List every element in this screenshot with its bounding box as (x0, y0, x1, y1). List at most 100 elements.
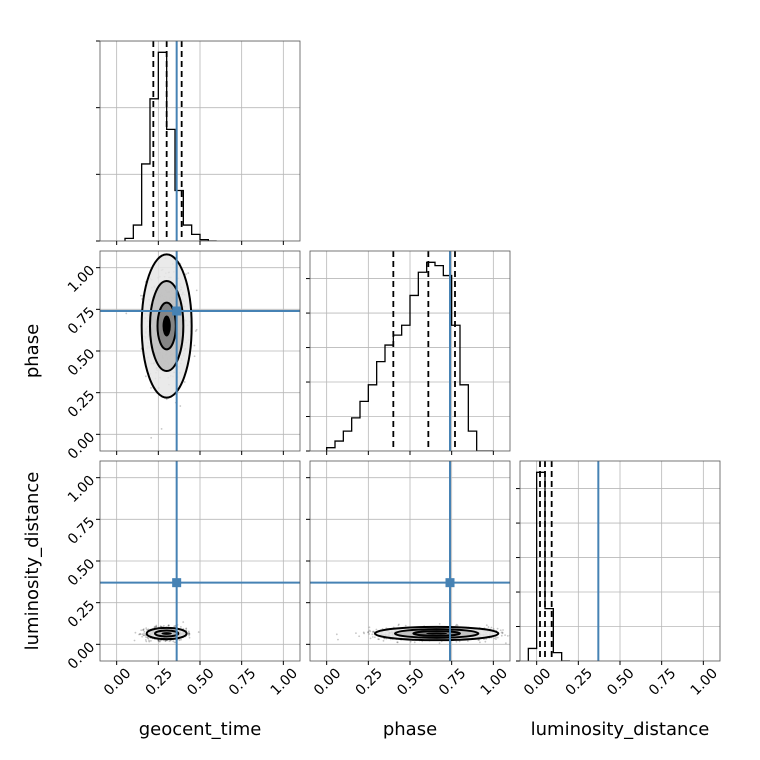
histogram-geocent_time (124, 51, 217, 241)
sample-point (140, 294, 142, 297)
sample-point (147, 628, 150, 631)
sample-point (159, 625, 162, 628)
y-axis-label-luminosity_distance: luminosity_distance (22, 472, 43, 651)
sample-point (378, 638, 381, 641)
sample-point (155, 625, 158, 628)
sample-point (179, 625, 182, 628)
y-axis-label-phase: phase (22, 324, 43, 378)
sample-point (493, 637, 496, 640)
sample-point (178, 639, 181, 642)
sample-point (141, 635, 144, 638)
panel-body (310, 251, 510, 451)
sample-point (363, 632, 365, 635)
x-tick-label: 0.75 (646, 665, 679, 698)
sample-point (188, 632, 191, 635)
panel-geocent_time-hist (96, 40, 301, 245)
y-tick-label: 0.25 (65, 598, 98, 631)
sample-point (532, 633, 534, 635)
x-tick-label: 0.00 (311, 665, 344, 698)
sample-point (517, 629, 519, 631)
sample-point (369, 637, 372, 640)
sample-point (478, 638, 481, 641)
contour-line (154, 629, 180, 638)
sample-point (146, 636, 148, 639)
sample-point (162, 624, 165, 627)
sample-point (185, 273, 187, 275)
x-tick-label: 0.25 (563, 665, 596, 698)
sample-point (193, 355, 196, 358)
density-core (161, 632, 172, 635)
sample-point (133, 639, 136, 642)
sample-point (148, 640, 151, 643)
sample-point (368, 626, 371, 629)
sample-point (371, 630, 374, 633)
sample-point (362, 631, 365, 634)
sample-point (502, 629, 504, 631)
contour-line (394, 628, 480, 639)
sample-point (456, 624, 459, 627)
sample-point (167, 624, 170, 627)
sample-point (337, 638, 339, 641)
sample-point (142, 628, 144, 631)
sample-point (355, 632, 357, 635)
sample-point (404, 624, 407, 627)
sample-point (160, 428, 163, 430)
sample-point (138, 633, 140, 636)
sample-point (458, 640, 461, 643)
panel-luminosity_distance-hist: 0.00 0.25 0.50 0.75 1.00 luminosity_distance (516, 460, 721, 740)
x-tick-label: 1.00 (688, 665, 721, 698)
sample-point (158, 639, 161, 642)
truth-marker (172, 578, 182, 588)
y-tick-label: 0.50 (65, 346, 98, 379)
sample-point (335, 633, 338, 636)
sample-point (145, 627, 148, 630)
panel-geocent_time-vs-phase: 0.00 0.25 0.50 0.75 1.00 phase (22, 250, 301, 463)
x-axis-label-phase: phase (383, 719, 437, 740)
truth-marker (445, 578, 455, 588)
y-tick-label: 0.75 (65, 514, 98, 547)
sample-point (144, 634, 147, 636)
sample-point (438, 642, 441, 645)
sample-point (368, 633, 371, 635)
density-core (162, 315, 171, 337)
density-core (426, 632, 448, 635)
x-tick-label: 1.00 (478, 665, 511, 698)
sample-point (373, 636, 376, 639)
sample-point (369, 630, 372, 633)
sample-point (438, 623, 441, 625)
x-tick-label: 0.25 (353, 665, 386, 698)
sample-point (368, 629, 371, 632)
sample-point (155, 624, 158, 627)
x-tick-label: 0.50 (394, 665, 427, 698)
sample-point (179, 405, 182, 407)
sample-point (397, 623, 400, 626)
sample-point (188, 634, 191, 637)
sample-point (455, 640, 458, 643)
sample-point (139, 633, 142, 636)
sample-point (396, 641, 399, 644)
x-tick-label: 0.00 (521, 665, 554, 698)
sample-point (521, 633, 523, 635)
sample-point (377, 638, 380, 641)
histogram-luminosity_distance (527, 471, 570, 661)
sample-point (372, 631, 375, 634)
x-tick-label: 1.00 (268, 665, 301, 698)
sample-point (172, 640, 175, 643)
sample-point (499, 629, 502, 632)
sample-point (512, 631, 514, 633)
sample-point (375, 628, 378, 631)
y-tick-label: 0.25 (65, 388, 98, 421)
sample-point (500, 631, 503, 634)
sample-point (183, 381, 186, 383)
sample-point (169, 639, 172, 642)
sample-point (484, 640, 487, 643)
sample-point (477, 639, 480, 641)
sample-point (165, 398, 168, 401)
sample-point (371, 633, 374, 636)
sample-point (501, 632, 504, 635)
sample-point (147, 636, 149, 639)
sample-point (173, 641, 176, 644)
contour-line (412, 630, 461, 637)
sample-point (194, 330, 197, 332)
